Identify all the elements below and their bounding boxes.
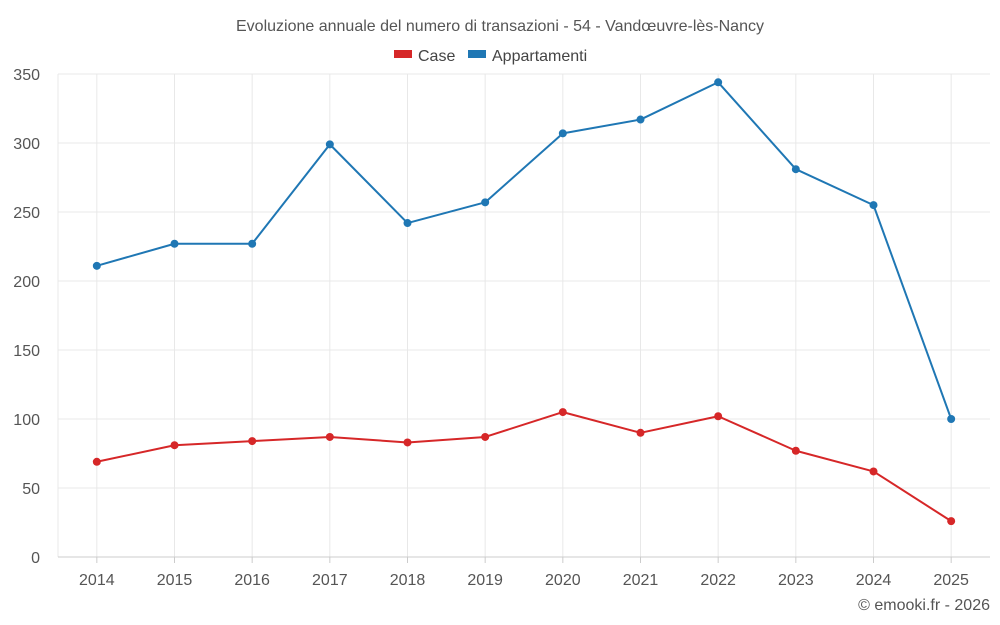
credit-text: © emooki.fr - 2026 [858, 597, 990, 614]
x-axis: 2014 2015 2016 2017 2018 2019 2020 2021 2022 2023… [58, 556, 990, 589]
data-point-appartamenti[interactable] [403, 219, 412, 228]
series [92, 78, 956, 526]
x-tick-label: 2014 [79, 572, 115, 589]
data-point-case[interactable] [170, 441, 179, 450]
data-point-appartamenti[interactable] [248, 239, 257, 248]
x-tick-label: 2020 [545, 572, 581, 589]
legend-swatch-case [394, 50, 412, 58]
x-tick-label: 2022 [700, 572, 736, 589]
x-tick-label: 2024 [856, 572, 892, 589]
data-point-case[interactable] [558, 408, 567, 417]
x-tick-label: 2015 [157, 572, 193, 589]
gridlines [58, 73, 990, 558]
data-point-appartamenti[interactable] [714, 78, 723, 87]
legend-swatch-appartamenti [468, 50, 486, 58]
data-point-case[interactable] [947, 517, 956, 526]
data-point-case[interactable] [325, 432, 334, 441]
y-tick-label: 300 [13, 136, 40, 153]
x-tick-label: 2017 [312, 572, 348, 589]
data-point-appartamenti[interactable] [558, 129, 567, 138]
data-point-case[interactable] [714, 412, 723, 421]
data-point-case[interactable] [636, 428, 645, 437]
data-point-case[interactable] [791, 446, 800, 455]
series-line-appartamenti [96, 81, 953, 420]
y-tick-label: 350 [13, 67, 40, 84]
y-tick-label: 150 [13, 343, 40, 360]
data-point-case[interactable] [481, 432, 490, 441]
legend-label-appartamenti: Appartamenti [492, 48, 587, 65]
data-point-appartamenti[interactable] [947, 415, 956, 423]
y-tick-label: 0 [31, 550, 40, 567]
data-point-case[interactable] [869, 467, 878, 476]
x-tick-label: 2016 [234, 572, 270, 589]
chart-title: Evoluzione annuale del numero di transaz… [236, 18, 764, 35]
y-axis: 0 50 100 150 200 250 300 350 [13, 67, 59, 567]
legend-label-case: Case [418, 48, 455, 65]
y-tick-label: 250 [13, 205, 40, 222]
y-tick-label: 50 [22, 481, 40, 498]
legend-item-case[interactable]: Case [394, 48, 455, 65]
data-point-appartamenti[interactable] [170, 239, 179, 248]
data-point-appartamenti[interactable] [92, 261, 101, 270]
data-point-case[interactable] [403, 438, 412, 447]
data-point-appartamenti[interactable] [791, 165, 800, 174]
y-tick-label: 200 [13, 274, 40, 291]
data-point-case[interactable] [92, 457, 101, 466]
x-tick-label: 2021 [623, 572, 659, 589]
x-tick-label: 2019 [467, 572, 503, 589]
legend: Case Appartamenti [394, 48, 587, 65]
data-point-appartamenti[interactable] [869, 201, 878, 210]
data-point-appartamenti[interactable] [636, 115, 645, 124]
x-tick-label: 2023 [778, 572, 814, 589]
data-point-case[interactable] [248, 437, 257, 446]
x-tick-label: 2025 [933, 572, 969, 589]
series-line-case [96, 411, 952, 522]
x-tick-label: 2018 [390, 572, 426, 589]
y-tick-label: 100 [13, 412, 40, 429]
legend-item-appartamenti[interactable]: Appartamenti [468, 48, 587, 65]
data-point-appartamenti[interactable] [325, 140, 334, 149]
data-point-appartamenti[interactable] [481, 198, 490, 207]
